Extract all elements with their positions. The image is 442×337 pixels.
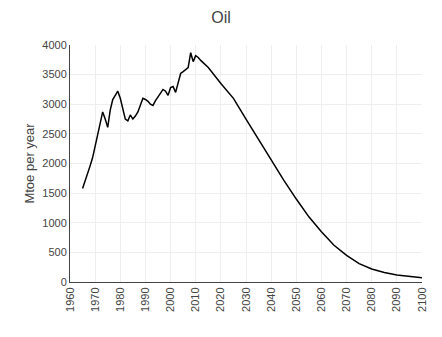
svg-text:0: 0 <box>61 276 67 288</box>
svg-text:2060: 2060 <box>315 287 327 311</box>
svg-text:2070: 2070 <box>340 287 352 311</box>
svg-text:1980: 1980 <box>114 287 126 311</box>
svg-text:2050: 2050 <box>290 287 302 311</box>
svg-text:2000: 2000 <box>164 287 176 311</box>
svg-text:2080: 2080 <box>365 287 377 311</box>
svg-text:2100: 2100 <box>416 287 428 311</box>
svg-text:Oil: Oil <box>211 9 231 26</box>
svg-text:3500: 3500 <box>42 68 66 80</box>
svg-text:Mtoe per year: Mtoe per year <box>22 123 37 204</box>
svg-text:1990: 1990 <box>139 287 151 311</box>
svg-text:1000: 1000 <box>42 217 66 229</box>
svg-text:1500: 1500 <box>42 187 66 199</box>
svg-text:500: 500 <box>48 246 66 258</box>
svg-text:2500: 2500 <box>42 128 66 140</box>
svg-text:2000: 2000 <box>42 157 66 169</box>
svg-text:2020: 2020 <box>214 287 226 311</box>
svg-text:4000: 4000 <box>42 39 66 51</box>
svg-text:2030: 2030 <box>240 287 252 311</box>
svg-text:1960: 1960 <box>64 287 76 311</box>
svg-text:2090: 2090 <box>390 287 402 311</box>
svg-text:3000: 3000 <box>42 98 66 110</box>
svg-text:2010: 2010 <box>189 287 201 311</box>
svg-text:1970: 1970 <box>89 287 101 311</box>
svg-text:2040: 2040 <box>265 287 277 311</box>
